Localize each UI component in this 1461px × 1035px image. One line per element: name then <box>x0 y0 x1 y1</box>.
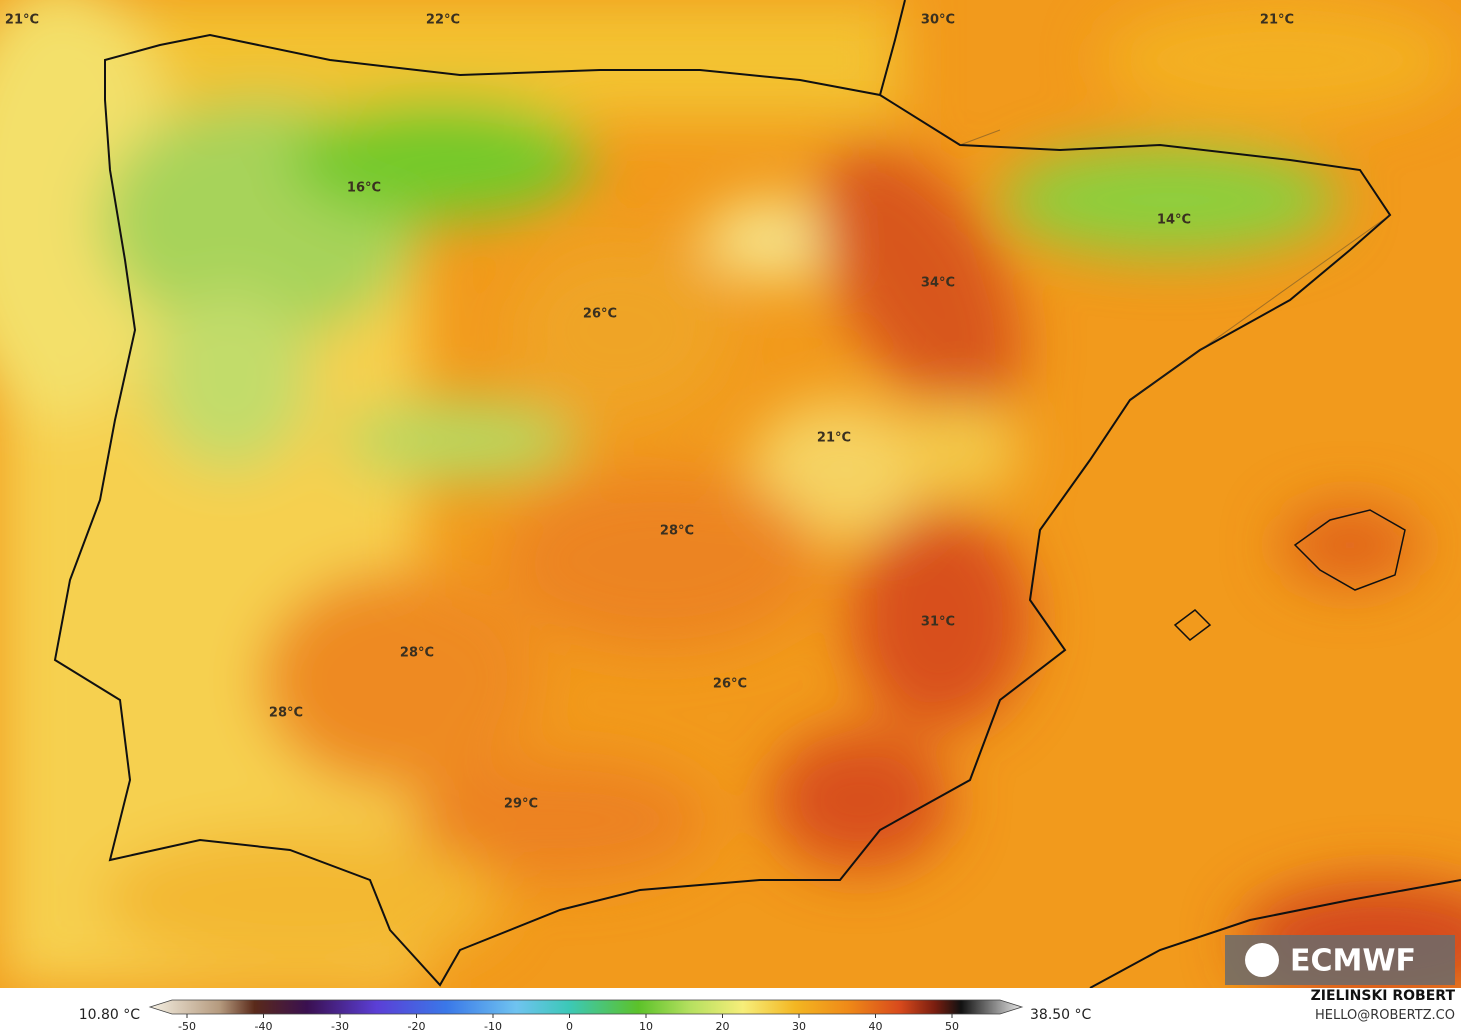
temperature-label: 34°C <box>921 276 955 291</box>
temperature-label: 26°C <box>583 307 617 322</box>
temperature-label: 28°C <box>660 524 694 539</box>
temperature-label: 21°C <box>5 13 39 28</box>
colorbar-tick-label: -50 <box>178 1020 196 1033</box>
temperature-label: 14°C <box>1157 213 1191 228</box>
border <box>959 129 1391 401</box>
colorbar-ticks: -50 -40 -30 -20 -10 0 10 20 30 40 50 <box>178 1014 959 1033</box>
temperature-label: 29°C <box>504 797 538 812</box>
colorbar-tick-label: 10 <box>639 1020 653 1033</box>
temperature-labels: 21°C 22°C 30°C 21°C 16°C 14°C 34°C 26°C 21°C 28°C… <box>5 13 1294 812</box>
colorbar-min: 10.80 °C <box>79 1007 141 1023</box>
island <box>1173 609 1212 641</box>
island <box>1293 509 1406 591</box>
colorbar-tick-label: -40 <box>255 1020 273 1033</box>
colorbar-tick-label: 40 <box>869 1020 883 1033</box>
credit-author: ZIELINSKI ROBERT <box>1311 988 1456 1004</box>
colorbar-tick-label: 20 <box>716 1020 730 1033</box>
temperature-label: 28°C <box>400 646 434 661</box>
colorbar-tick-label: -30 <box>331 1020 349 1033</box>
temperature-label: 31°C <box>921 615 955 630</box>
temperature-field <box>0 0 1461 988</box>
colorbar-tick-label: -20 <box>408 1020 426 1033</box>
colorbar <box>148 999 1024 1015</box>
temperature-label: 26°C <box>713 677 747 692</box>
temperature-label: 28°C <box>269 706 303 721</box>
temperature-label: 21°C <box>817 431 851 446</box>
colorbar-tick-label: 30 <box>792 1020 806 1033</box>
temperature-label: 30°C <box>921 13 955 28</box>
colorbar-tick-label: 50 <box>945 1020 959 1033</box>
map: 21°C 22°C 30°C 21°C 16°C 14°C 34°C 26°C 21°C 28°C… <box>0 0 1461 988</box>
colorbar-tick-label: -10 <box>484 1020 502 1033</box>
logo: ECMWF <box>1290 944 1416 979</box>
temperature-label: 22°C <box>426 13 460 28</box>
temperature-label: 16°C <box>347 181 381 196</box>
credit-contact: HELLO@ROBERTZ.CO <box>1315 1008 1455 1023</box>
coastline <box>53 33 1392 987</box>
coastline <box>1089 879 1461 988</box>
colorbar-tick-label: 0 <box>566 1020 573 1033</box>
coastline <box>879 0 906 96</box>
temperature-label: 21°C <box>1260 13 1294 28</box>
colorbar-max: 38.50 °C <box>1030 1007 1092 1023</box>
logo-icon <box>1245 943 1279 977</box>
